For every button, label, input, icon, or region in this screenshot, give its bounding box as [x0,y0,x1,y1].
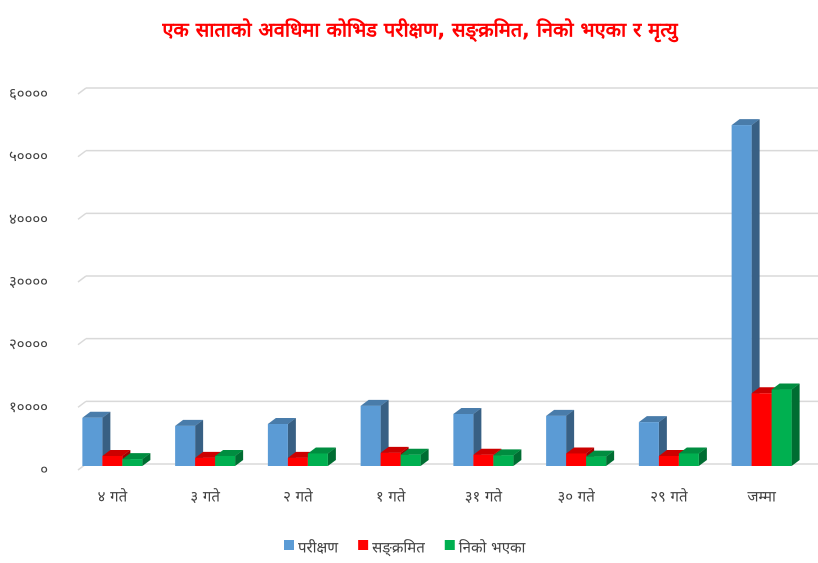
bar-top [493,449,522,456]
bar [195,457,216,466]
bar [267,424,288,466]
bar [453,413,474,466]
bar-top [771,383,800,390]
y-tick-label: ० [40,461,48,479]
x-tick-label: ३ गते [190,488,220,506]
y-tick-label: ३०००० [9,273,48,291]
legend-swatch [358,540,369,550]
bar [473,454,494,466]
bar [102,455,123,466]
x-tick-label: ३१ गते [465,488,503,506]
y-tick-label: ६०००० [9,85,48,103]
bar [771,389,792,466]
bar-side [751,119,760,467]
bar-top [102,449,131,456]
grid-tick [77,212,87,220]
bar [380,452,401,466]
bar [493,455,514,466]
y-tick-label: १०००० [9,398,48,416]
x-tick-label: २ गते [283,488,313,506]
legend-label: परीक्षण [298,539,339,557]
bar [400,454,421,466]
bar-top [215,449,244,456]
legend-swatch [284,540,294,550]
legend-label: सङ्क्रमित [372,539,425,557]
bar [546,415,567,466]
bar [638,422,659,466]
x-tick-label: १ गते [376,488,406,506]
x-tick-label: ४ गते [98,488,128,506]
y-tick-label: २०००० [9,335,48,353]
x-tick-label: २९ गते [650,488,688,506]
grid-tick [77,87,87,95]
bar-top [586,450,615,457]
bar-top [473,448,502,455]
bar [731,125,752,467]
bar-top [546,409,575,416]
bar [751,393,772,466]
bar-top [731,119,760,126]
bar-top [175,419,204,426]
bar [287,457,308,466]
bar [658,455,679,466]
bar-top [678,447,707,454]
legend: परीक्षण सङ्क्रमित निको भएका [284,539,527,557]
bar-top [380,446,409,453]
y-tick-label: ४०००० [9,210,48,228]
bar [360,405,381,466]
bar-side [420,448,429,466]
bar-side [606,450,615,466]
x-tick-label: ३० गते [557,488,595,506]
bar [566,453,587,466]
y-tick-label: ५०००० [9,147,48,165]
bar [678,453,699,466]
bar-top [400,448,429,455]
bar-side [513,449,522,466]
bar-top [566,447,595,454]
chart-title: एक साताको अवधिमा कोभिड परीक्षण, सङ्क्रमि… [161,18,679,43]
bar-top [267,418,296,425]
legend-swatch [444,540,455,550]
grid-tick [77,150,87,158]
bar-side [327,447,336,466]
bar-side [791,383,800,466]
bar-top [82,411,111,418]
bar [122,459,143,466]
bar-top [360,399,389,406]
grid-tick [77,275,87,283]
bar [307,453,328,466]
bar-top [638,416,667,423]
bar-top [122,453,151,460]
bar-top [453,407,482,414]
bar [82,417,103,466]
x-tick-label: जम्मा [747,488,777,506]
bar [215,455,236,466]
bar [586,456,607,466]
bar-top [307,447,336,454]
bar-side [235,449,244,466]
grid-tick [77,338,87,346]
bar-side [698,447,707,466]
grid-tick [77,400,87,408]
bar [175,425,196,466]
bar-side [142,453,151,466]
legend-label: निको भएका [459,539,527,557]
